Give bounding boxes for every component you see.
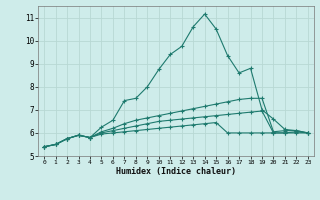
X-axis label: Humidex (Indice chaleur): Humidex (Indice chaleur) [116,167,236,176]
